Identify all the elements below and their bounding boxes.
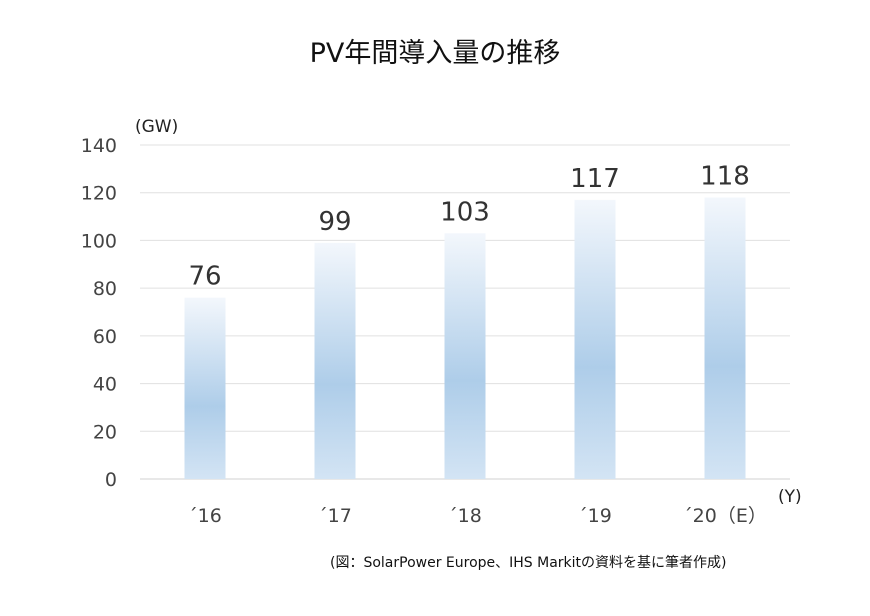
x-tick-label: ´19 [578, 505, 612, 527]
bar [314, 242, 356, 479]
y-tick-label: 80 [93, 278, 117, 300]
data-label: 99 [318, 207, 351, 237]
data-label: 118 [700, 161, 750, 191]
y-tick-label: 120 [81, 183, 117, 205]
data-label: 103 [440, 197, 490, 227]
y-tick-label: 100 [81, 230, 117, 252]
y-tick-label: 0 [105, 469, 117, 491]
x-tick-label: ´16 [188, 505, 222, 527]
bar [574, 199, 616, 479]
source-note: (図：SolarPower Europe、IHS Markitの資料を基に筆者作… [330, 554, 727, 571]
y-tick-label: 60 [93, 326, 117, 348]
bar [444, 233, 486, 479]
y-tick-label: 40 [93, 374, 117, 396]
y-tick-label: 140 [81, 135, 117, 157]
x-tick-label: ´17 [318, 505, 352, 527]
x-axis-unit: (Y) [778, 487, 802, 507]
x-tick-label: ´18 [448, 505, 482, 527]
bar [184, 297, 226, 479]
y-tick-label: 20 [93, 421, 117, 443]
x-tick-label: ´20（E） [683, 505, 767, 527]
data-label: 76 [188, 262, 221, 292]
y-axis-unit: (GW) [135, 117, 178, 137]
bar [704, 197, 746, 479]
data-label: 117 [570, 164, 620, 194]
chart-title: PV年間導入量の推移 [310, 38, 561, 69]
